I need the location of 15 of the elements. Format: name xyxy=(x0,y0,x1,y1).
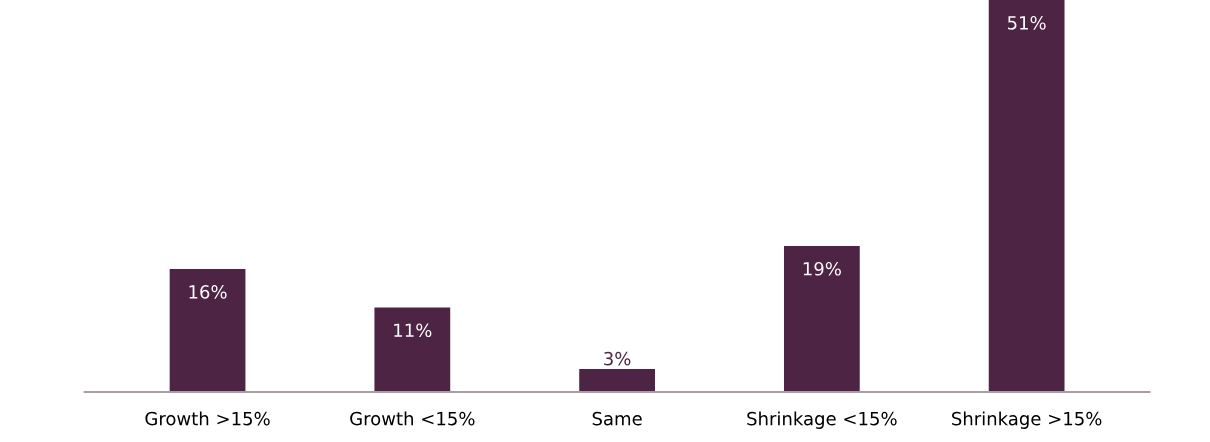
data-label: 11% xyxy=(394,323,432,338)
bar xyxy=(374,307,451,392)
data-label: 3% xyxy=(604,351,631,366)
bar xyxy=(988,0,1065,392)
x-tick-label: Same xyxy=(592,411,642,426)
data-label: 16% xyxy=(189,285,227,299)
x-tick-label: Growth <15% xyxy=(350,411,475,426)
x-tick-label: Growth >15% xyxy=(145,411,270,426)
bar xyxy=(783,245,860,392)
x-tick-label: Shrinkage >15% xyxy=(952,411,1102,429)
x-tick-label: Shrinkage <15% xyxy=(747,411,897,429)
bar xyxy=(169,269,246,392)
data-label: 19% xyxy=(803,261,841,276)
data-label: 51% xyxy=(1007,16,1046,30)
bar xyxy=(579,368,655,392)
